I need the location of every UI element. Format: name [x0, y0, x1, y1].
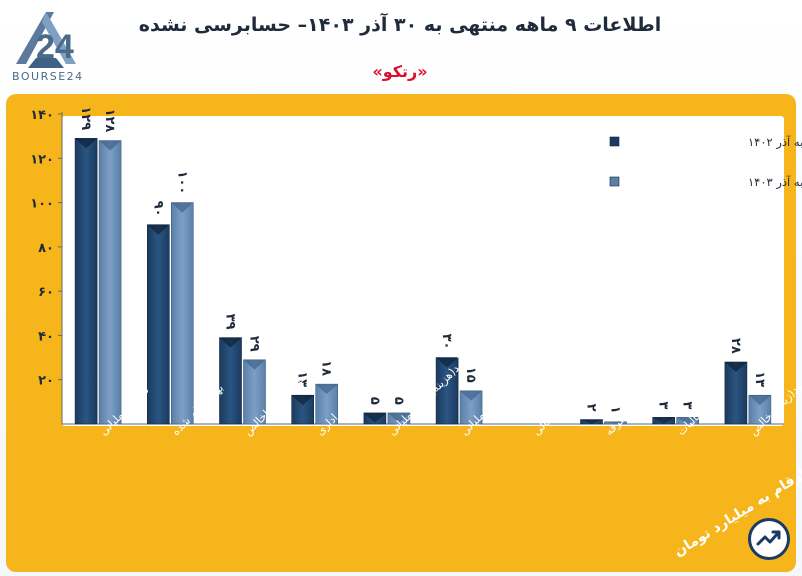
trend-badge-icon — [748, 518, 790, 560]
bar-value-label: ۳ — [680, 401, 695, 409]
legend-label: عملکرد منتهی به آذر ۱۴۰۳ — [748, 175, 802, 190]
legend-swatch — [609, 136, 620, 147]
y-tick-label: ۱۰۰ — [30, 197, 54, 212]
bar-top-bevel — [219, 337, 242, 348]
bar-value-label: ۹۰ — [150, 201, 165, 217]
bar-value-label: ۱۵ — [463, 367, 478, 383]
bar-1403 — [171, 202, 194, 425]
bar-value-label: ۳ — [656, 401, 671, 409]
bar-value-label: ۲۹ — [247, 336, 262, 352]
bar-top-bevel — [387, 412, 410, 423]
chart-title: اطلاعات ۹ ماهه منتهی به ۳۰ آذر ۱۴۰۳– حسا… — [138, 14, 662, 36]
bar-value-label: ۱۸ — [319, 360, 334, 376]
bar-top-bevel — [315, 384, 338, 395]
bar-top-bevel — [748, 395, 771, 406]
bar-top-bevel — [580, 419, 603, 424]
y-tick-label: ۴۰ — [38, 329, 54, 344]
category-label: مالیات — [675, 408, 705, 438]
bourse24-logo: 24 — [6, 6, 96, 86]
svg-text:24: 24 — [36, 28, 74, 66]
bar-top-bevel — [363, 412, 386, 423]
bar-value-label: ۵ — [391, 397, 406, 405]
bar-value-label: ۱۲۸ — [102, 109, 117, 133]
bar-value-label: ۱ — [608, 406, 623, 414]
bar-top-bevel — [436, 357, 459, 368]
bar-top-bevel — [99, 140, 122, 151]
y-tick-label: ۶۰ — [38, 285, 54, 300]
bar-top-bevel — [291, 395, 314, 406]
bar-value-label: ۲ — [584, 404, 599, 412]
bar-value-label: ۱۳ — [752, 371, 767, 387]
y-tick-label: ۲۰ — [38, 374, 54, 389]
bar-top-bevel — [460, 390, 483, 401]
bar-top-bevel — [171, 202, 194, 213]
bar-top-bevel — [147, 224, 170, 235]
bar-value-label: ۳۹ — [223, 314, 238, 330]
bar-value-label: ۱۳ — [295, 371, 310, 387]
logo-text: BOURSE24 — [12, 70, 84, 83]
bar-1402 — [74, 138, 98, 425]
bar-value-label: ۵ — [367, 397, 382, 405]
legend-label: عملکرد منتهی به آذر ۱۴۰۲ — [748, 135, 802, 150]
bar-value-label: ۱۰۰ — [174, 171, 189, 195]
bar-value-label: ۳۰ — [439, 334, 454, 350]
bar-top-bevel — [75, 138, 98, 149]
legend-swatch — [609, 176, 620, 187]
bar-top-bevel — [243, 359, 266, 370]
bar-top-bevel — [604, 421, 627, 424]
chart-subtitle: «رتکو» — [372, 62, 428, 81]
y-tick-label: ۱۲۰ — [30, 152, 54, 167]
bar-value-label: ۲۸ — [728, 338, 743, 354]
y-tick-label: ۸۰ — [38, 241, 54, 256]
bar-top-bevel — [676, 417, 699, 424]
bar-1403 — [98, 140, 122, 425]
bar-1402 — [219, 337, 242, 425]
bar-top-bevel — [724, 362, 747, 372]
y-tick-label: ۱۴۰ — [30, 108, 54, 123]
bar-value-label: ۱۲۹ — [78, 106, 93, 130]
bar-1402 — [147, 224, 170, 425]
bar-top-bevel — [652, 417, 675, 424]
category-label: هزینه های مالی — [530, 379, 589, 438]
bourse24-logo-icon: 24 — [16, 12, 76, 68]
